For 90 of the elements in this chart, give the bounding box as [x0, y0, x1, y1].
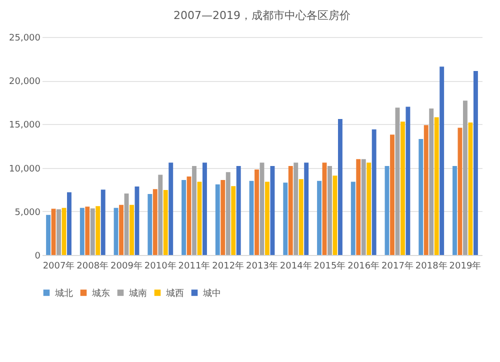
- bar: [328, 166, 332, 255]
- bar: [134, 186, 140, 255]
- x-tick-label: 2016年: [348, 260, 380, 272]
- bar: [158, 174, 163, 255]
- bar: [231, 186, 236, 255]
- bar: [186, 176, 192, 255]
- bar: [226, 172, 230, 255]
- x-tick-label: 2011年: [178, 260, 210, 272]
- bar: [96, 206, 100, 255]
- bar: [424, 125, 428, 255]
- bar: [192, 166, 196, 255]
- bar: [294, 162, 298, 255]
- bar: [452, 166, 457, 255]
- bar: [473, 71, 478, 255]
- bar: [148, 194, 152, 255]
- y-tick-label: 25,000: [9, 34, 41, 44]
- legend-label: 城东: [91, 288, 110, 299]
- bar: [152, 189, 158, 255]
- bar: [130, 204, 134, 255]
- bar: [46, 214, 51, 255]
- y-tick-label: 10,000: [9, 164, 41, 174]
- y-tick-label: 5,000: [14, 208, 41, 218]
- bar: [361, 159, 366, 255]
- bar: [90, 208, 95, 255]
- bar: [270, 166, 275, 255]
- bar: [100, 190, 106, 255]
- x-tick-label: 2014年: [280, 260, 312, 272]
- x-tick-label: 2007年: [42, 260, 75, 272]
- bar: [338, 118, 342, 255]
- chart-title: 2007—2019，成都市中心各区房价: [174, 9, 350, 22]
- x-tick-label: 2019年: [449, 260, 482, 272]
- legend-label: 城北: [54, 288, 73, 299]
- x-tick-label: 2010年: [144, 260, 176, 272]
- bar: [163, 190, 168, 255]
- bar: [260, 162, 264, 255]
- bar: [366, 162, 372, 255]
- bar: [317, 180, 322, 255]
- bar: [372, 129, 376, 255]
- x-tick-label: 2017年: [382, 260, 414, 272]
- x-tick-label: 2012年: [212, 260, 244, 272]
- bar: [288, 166, 293, 255]
- bar: [350, 182, 356, 255]
- bar: [220, 180, 226, 255]
- bar: [468, 122, 473, 255]
- bar: [400, 122, 405, 255]
- bar: [265, 182, 270, 255]
- bar: [254, 170, 259, 255]
- x-tick-label: 2013年: [246, 260, 278, 272]
- bar: [332, 176, 338, 255]
- x-tick-label: 2015年: [314, 260, 346, 272]
- bar: [395, 108, 400, 255]
- bar: [440, 66, 444, 255]
- bar: [236, 166, 241, 255]
- bar: [322, 162, 327, 255]
- bar: [390, 134, 394, 255]
- bar: [298, 179, 304, 255]
- bar: [202, 162, 207, 255]
- bar: [429, 108, 434, 255]
- bar: [384, 166, 390, 255]
- bar: [458, 128, 462, 255]
- bar: [418, 139, 424, 255]
- x-tick-label: 2009年: [110, 260, 142, 272]
- legend-label: 城中: [202, 288, 221, 299]
- bar: [406, 106, 410, 255]
- legend-label: 城南: [128, 288, 147, 299]
- bar: [182, 180, 186, 255]
- bar: [80, 208, 84, 255]
- x-tick-label: 2008年: [76, 260, 109, 272]
- bar: [67, 192, 72, 255]
- bar: [51, 208, 56, 255]
- legend-label: 城西: [165, 288, 184, 299]
- y-tick-label: 15,000: [9, 120, 41, 131]
- y-tick-label: 20,000: [9, 77, 41, 88]
- bar: [463, 100, 468, 255]
- bar: [434, 117, 439, 255]
- bar: [119, 204, 124, 255]
- bar: [56, 209, 61, 255]
- bar: [85, 206, 90, 255]
- x-tick-label: 2018年: [415, 260, 448, 272]
- bar: [356, 159, 361, 255]
- bar: [197, 182, 202, 255]
- bar: [304, 162, 309, 255]
- bar: [215, 184, 220, 255]
- bar: [114, 208, 118, 255]
- bar: [168, 162, 174, 255]
- bar: [124, 194, 129, 255]
- bar: [283, 182, 288, 255]
- bar: [249, 180, 254, 255]
- bar: [62, 208, 66, 255]
- y-tick-label: 0: [34, 252, 41, 262]
